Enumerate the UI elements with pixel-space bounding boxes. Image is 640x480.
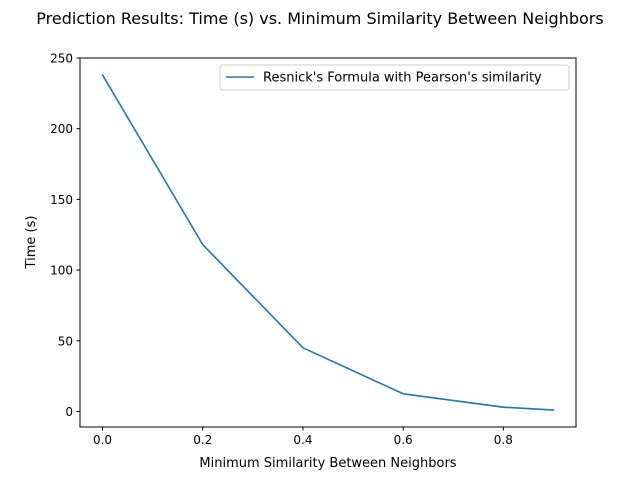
- x-tick-label: 0.0: [93, 433, 112, 447]
- y-tick-label: 100: [50, 264, 73, 278]
- legend-label: Resnick's Formula with Pearson's similar…: [263, 71, 542, 86]
- series-line: [101, 73, 555, 411]
- x-tick-label: 0.4: [293, 433, 312, 447]
- series-layer: [101, 73, 555, 411]
- chart-title: Prediction Results: Time (s) vs. Minimum…: [36, 9, 603, 28]
- x-tick-label: 0.6: [394, 433, 413, 447]
- y-tick-label: 250: [50, 52, 73, 66]
- y-axis: 0 50 100 150 200 250: [50, 52, 80, 419]
- y-tick-label: 150: [50, 193, 73, 207]
- plot-frame: [79, 57, 577, 428]
- legend-frame: [219, 64, 570, 91]
- y-tick-label: 200: [50, 122, 73, 136]
- y-tick-label: 50: [58, 334, 73, 348]
- legend: Resnick's Formula with Pearson's similar…: [219, 64, 570, 91]
- y-tick-label: 0: [65, 405, 73, 419]
- x-tick-label: 0.2: [193, 433, 212, 447]
- x-axis: 0.0 0.2 0.4 0.6 0.8: [93, 427, 513, 447]
- y-axis-label: Time (s): [24, 216, 39, 270]
- x-tick-label: 0.8: [494, 433, 513, 447]
- x-axis-label: Minimum Similarity Between Neighbors: [199, 456, 456, 471]
